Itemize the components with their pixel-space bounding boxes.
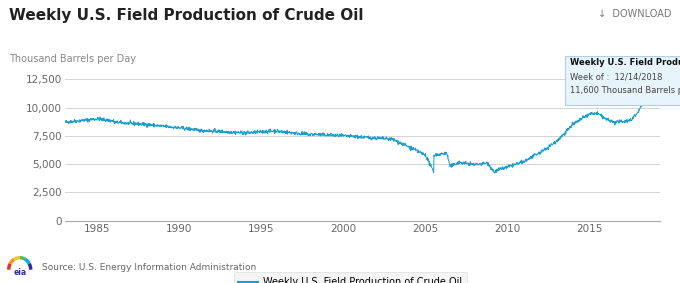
Text: Source: U.S. Energy Information Administration: Source: U.S. Energy Information Administ…	[42, 263, 256, 272]
Text: 11,600 Thousand Barrels per Day: 11,600 Thousand Barrels per Day	[570, 86, 680, 95]
Text: eia: eia	[13, 268, 27, 277]
Text: Weekly U.S. Field Production of Crude Oil: Weekly U.S. Field Production of Crude Oi…	[9, 8, 363, 23]
Legend: Weekly U.S. Field Production of Crude Oil: Weekly U.S. Field Production of Crude Oi…	[234, 272, 466, 283]
Text: Week of :  12/14/2018: Week of : 12/14/2018	[570, 72, 662, 81]
Text: Weekly U.S. Field Production of Crude Oil: Weekly U.S. Field Production of Crude Oi…	[570, 58, 680, 67]
Text: ↓  DOWNLOAD: ↓ DOWNLOAD	[598, 8, 671, 18]
Text: Thousand Barrels per Day: Thousand Barrels per Day	[9, 54, 136, 64]
